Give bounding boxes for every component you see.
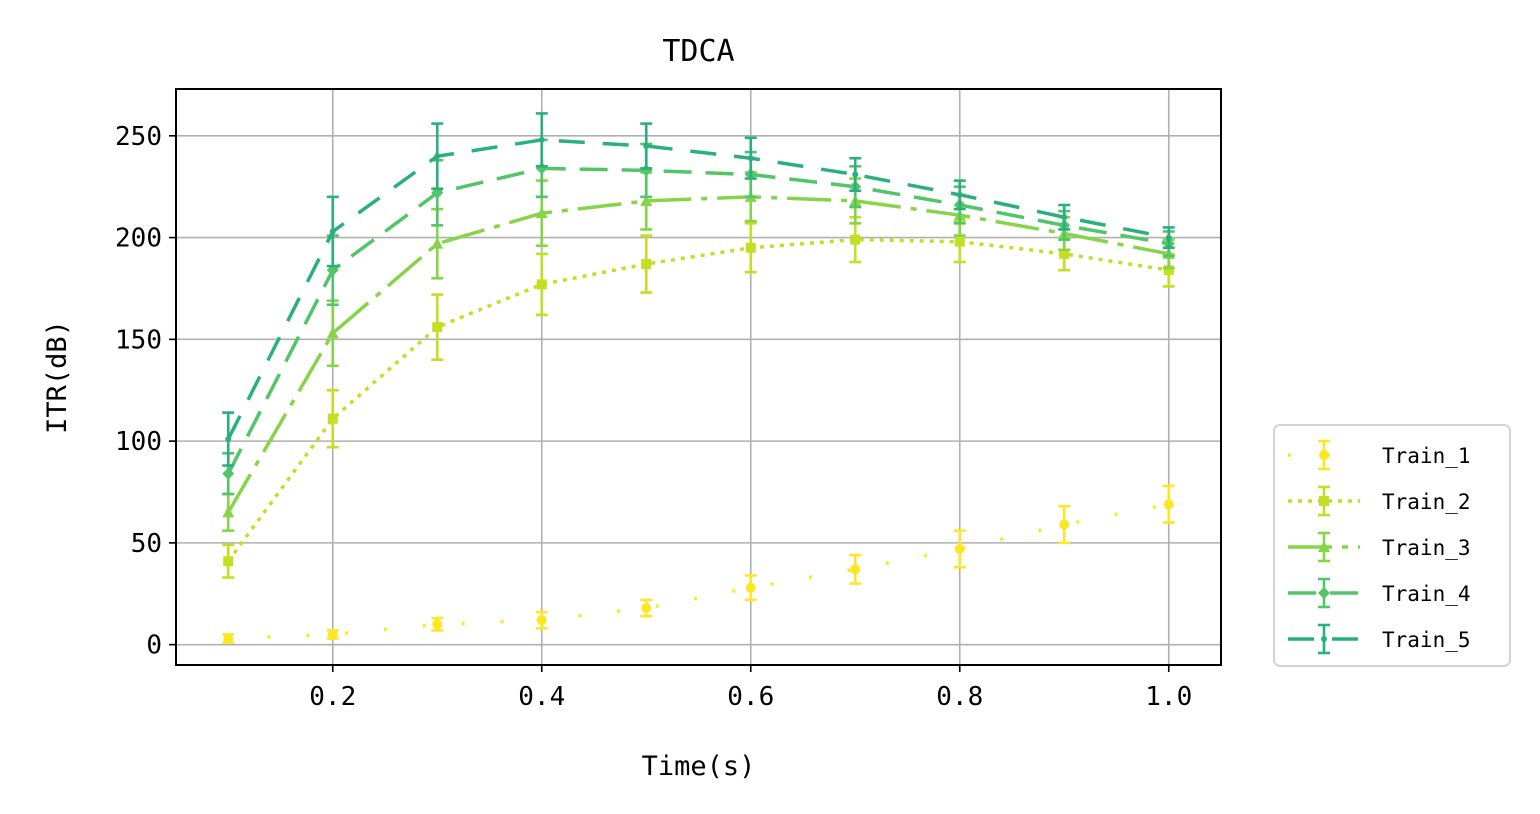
data-point xyxy=(326,327,339,339)
legend-item: Train_2 xyxy=(1288,485,1471,517)
series-train-2 xyxy=(222,215,1175,579)
y-tick-label: 100 xyxy=(115,427,162,457)
data-point xyxy=(327,413,338,424)
legend-label: Train_2 xyxy=(1382,490,1471,514)
x-tick-label: 0.2 xyxy=(309,682,356,712)
data-point xyxy=(225,436,232,443)
series-train-1 xyxy=(222,484,1175,644)
legend-marker xyxy=(1319,450,1329,460)
data-point xyxy=(1059,519,1070,530)
legend: Train_1 Train_2 Train_3 Train_4 Train_5 xyxy=(1273,424,1511,667)
series-line xyxy=(226,195,1170,514)
data-point xyxy=(852,171,859,178)
legend-item: Train_5 xyxy=(1288,623,1471,655)
legend-box xyxy=(1273,424,1511,667)
legend-marker xyxy=(1318,541,1330,552)
series-train-5 xyxy=(222,112,1175,467)
data-point xyxy=(643,142,650,149)
data-point xyxy=(640,194,653,206)
data-point xyxy=(1163,265,1174,276)
x-tick-label: 0.4 xyxy=(518,682,565,712)
x-tick-label: 0.8 xyxy=(936,682,983,712)
data-point xyxy=(850,234,861,245)
data-point xyxy=(745,242,756,253)
data-point xyxy=(954,543,965,554)
data-point xyxy=(745,582,756,593)
y-axis-label: ITR(dB) xyxy=(42,320,73,434)
legend-item: Train_1 xyxy=(1288,439,1471,471)
plot-frame xyxy=(175,88,1222,666)
legend-item: Train_4 xyxy=(1288,577,1471,609)
data-point xyxy=(536,615,547,626)
data-point xyxy=(431,237,444,249)
data-point xyxy=(1059,248,1070,259)
legend-marker xyxy=(1321,636,1327,642)
x-tick-label: 1.0 xyxy=(1145,682,1192,712)
data-point xyxy=(434,153,441,160)
data-point xyxy=(535,207,548,219)
data-point xyxy=(329,228,336,235)
legend-label: Train_3 xyxy=(1382,536,1471,560)
data-point xyxy=(1165,234,1172,241)
data-point xyxy=(850,564,861,575)
data-point xyxy=(223,633,234,644)
series-line xyxy=(228,502,1170,641)
data-point xyxy=(223,556,234,567)
legend-label: Train_5 xyxy=(1382,628,1471,652)
legend-item: Train_3 xyxy=(1288,531,1471,563)
data-point xyxy=(432,619,443,630)
data-point xyxy=(956,191,963,198)
legend-marker xyxy=(1319,496,1329,506)
data-point xyxy=(1061,214,1068,221)
x-axis-label: Time(s) xyxy=(642,751,756,782)
series-layer xyxy=(222,112,1175,644)
data-point xyxy=(432,322,443,333)
legend-marker xyxy=(1318,587,1330,599)
data-point xyxy=(538,136,545,143)
data-point xyxy=(641,259,652,270)
data-point xyxy=(1163,499,1174,510)
data-point xyxy=(222,506,235,518)
y-tick-label: 0 xyxy=(146,631,162,661)
series-line xyxy=(226,237,1170,563)
series-line xyxy=(226,138,1170,440)
y-tick-label: 50 xyxy=(131,529,162,559)
y-tick-label: 150 xyxy=(115,325,162,355)
legend-label: Train_1 xyxy=(1382,444,1471,468)
chart-title: TDCA xyxy=(662,34,734,69)
legend-label: Train_4 xyxy=(1382,582,1471,606)
data-point xyxy=(327,629,338,640)
y-tick-label: 250 xyxy=(115,122,162,152)
data-point xyxy=(222,467,235,480)
data-point xyxy=(954,236,965,247)
data-point xyxy=(536,279,547,290)
series-line xyxy=(226,166,1170,475)
y-tick-label: 200 xyxy=(115,224,162,254)
data-point xyxy=(747,155,754,162)
x-tick-label: 0.6 xyxy=(727,682,774,712)
axis-ticks: 0.2 0.4 0.6 0.8 1.0 0 50 100 150 200 250 xyxy=(115,122,1192,712)
data-point xyxy=(641,603,652,614)
